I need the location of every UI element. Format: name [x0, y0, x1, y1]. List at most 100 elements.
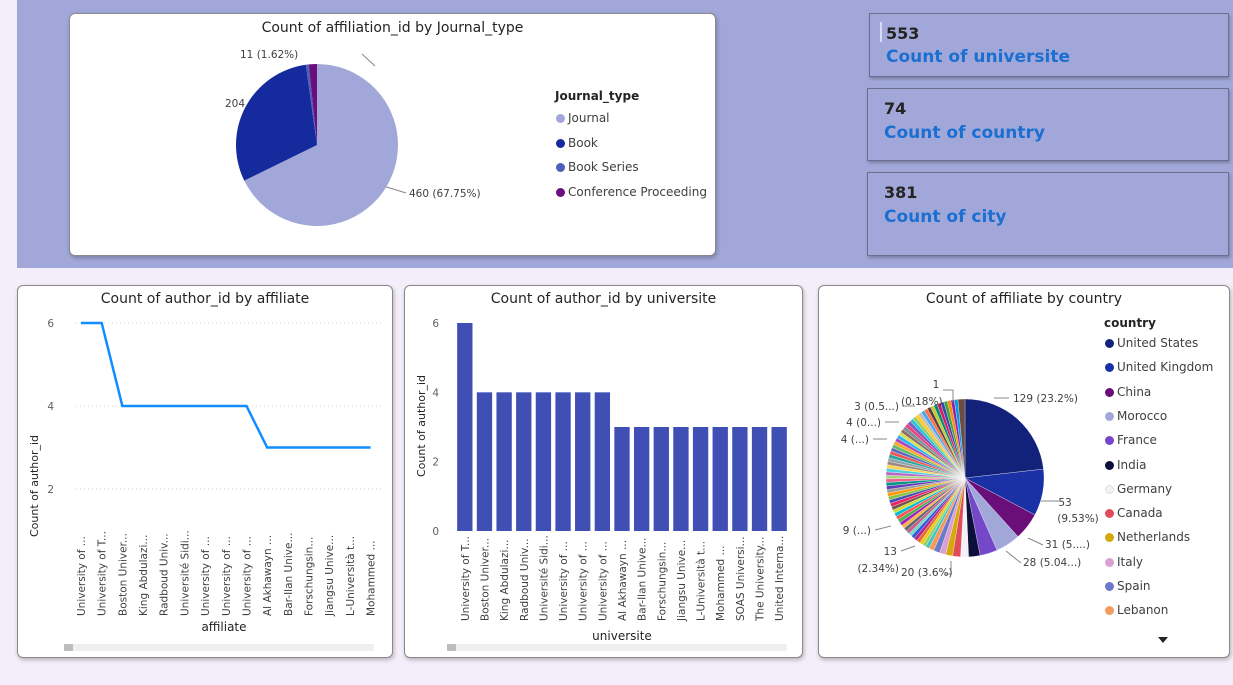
- bar[interactable]: [693, 427, 708, 531]
- line-x-tick-label: University of ...: [200, 536, 212, 616]
- kpi-universite-label: Count of universite: [886, 47, 1070, 67]
- bar[interactable]: [673, 427, 688, 531]
- line-x-axis-label: affiliate: [201, 620, 246, 634]
- bar[interactable]: [536, 392, 551, 531]
- kpi-universite-value: 553: [886, 24, 919, 43]
- pie2-data-label: 31 (5....): [1045, 539, 1090, 551]
- bar[interactable]: [477, 392, 492, 531]
- pie2-data-label: 9 (...): [843, 525, 871, 537]
- bar[interactable]: [772, 427, 787, 531]
- bar[interactable]: [614, 427, 629, 531]
- line-series[interactable]: [81, 323, 371, 448]
- line-y-axis-label: Count of author_id: [28, 435, 41, 537]
- bar-x-tick-label: L-Università t...: [696, 541, 708, 621]
- legend-dot-icon: [1105, 485, 1114, 494]
- line-x-tick-label: University of ...: [241, 536, 253, 616]
- country-legend-item[interactable]: Spain: [1105, 579, 1151, 593]
- legend-dot-icon: [1105, 461, 1114, 470]
- line-x-tick-label: L-Università t...: [345, 536, 357, 616]
- country-legend-item[interactable]: Morocco: [1105, 409, 1167, 423]
- bar[interactable]: [555, 392, 570, 531]
- line-chart-scroll-thumb[interactable]: [64, 644, 73, 651]
- line-x-tick-label: Jiangsu Unive...: [324, 535, 336, 617]
- bar-x-tick-label: Radboud Univ...: [519, 538, 531, 621]
- legend-label: Book: [568, 136, 598, 150]
- bar[interactable]: [595, 392, 610, 531]
- legend-label: Italy: [1117, 555, 1143, 569]
- line-chart-scrollbar[interactable]: [64, 644, 374, 651]
- kpi-city-card[interactable]: 381 Count of city: [867, 172, 1229, 256]
- bar[interactable]: [752, 427, 767, 531]
- line-x-tick-label: University of ...: [76, 536, 88, 616]
- pie2-leader-line: [875, 526, 891, 530]
- bar-chart-svg: Count of author_id universite 0246Univer…: [405, 286, 802, 657]
- legend-dot-icon: [556, 163, 565, 172]
- bar[interactable]: [575, 392, 590, 531]
- legend-dot-icon: [556, 114, 565, 123]
- bar-y-axis-label: Count of author_id: [415, 375, 428, 477]
- country-legend-item[interactable]: Lebanon: [1105, 603, 1168, 617]
- bar-y-tick-label: 2: [432, 457, 439, 469]
- pie2-slice[interactable]: [965, 399, 1043, 478]
- journal-legend-title: Journal_type: [555, 89, 639, 103]
- bar[interactable]: [516, 392, 531, 531]
- pie2-data-label: 13: [884, 546, 897, 558]
- line-chart-svg: Count of author_id affiliate 246Universi…: [18, 286, 392, 657]
- pie1-label-conference: 11 (1.62%): [240, 49, 298, 61]
- legend-label: United States: [1117, 336, 1198, 350]
- kpi-universite-card[interactable]: 553 Count of universite: [869, 13, 1229, 77]
- bar[interactable]: [654, 427, 669, 531]
- legend-dot-icon: [1105, 533, 1114, 542]
- pie2-data-label: 28 (5.04...): [1023, 557, 1081, 569]
- legend-dot-icon: [1105, 363, 1114, 372]
- journal-type-pie-card[interactable]: Count of affiliation_id by Journal_type …: [69, 13, 716, 256]
- kpi-city-value: 381: [884, 183, 917, 202]
- line-y-tick-label: 2: [47, 484, 54, 496]
- line-x-tick-label: University of ...: [221, 536, 233, 616]
- bar[interactable]: [732, 427, 747, 531]
- legend-scroll-down-icon[interactable]: [1158, 637, 1168, 643]
- affiliate-line-card[interactable]: Count of author_id by affiliate Count of…: [17, 285, 393, 658]
- kpi-country-card[interactable]: 74 Count of country: [867, 88, 1229, 161]
- universite-bar-card[interactable]: Count of author_id by universite Count o…: [404, 285, 803, 658]
- journal-legend-item[interactable]: Conference Proceeding: [556, 185, 707, 199]
- country-legend-item[interactable]: Italy: [1105, 555, 1143, 569]
- line-x-tick-label: Boston Univer...: [117, 533, 129, 616]
- journal-pie-svg: 204 (30.04%) 11 (1.62%) 460 (67.75%): [70, 14, 715, 255]
- line-x-tick-label: Bar-Ilan Unive...: [283, 533, 295, 616]
- legend-label: Canada: [1117, 506, 1163, 520]
- legend-label: Netherlands: [1117, 530, 1190, 544]
- line-x-tick-label: Université Sidi...: [179, 530, 191, 616]
- legend-dot-icon: [1105, 582, 1114, 591]
- legend-label: China: [1117, 385, 1151, 399]
- legend-dot-icon: [556, 139, 565, 148]
- pie2-data-label: 129 (23.2%): [1013, 393, 1078, 405]
- country-legend-item[interactable]: Germany: [1105, 482, 1172, 496]
- journal-legend-item[interactable]: Book: [556, 136, 598, 150]
- country-legend-item[interactable]: United States: [1105, 336, 1198, 350]
- country-legend-item[interactable]: Canada: [1105, 506, 1163, 520]
- legend-label: United Kingdom: [1117, 360, 1213, 374]
- country-legend-item[interactable]: China: [1105, 385, 1151, 399]
- bar[interactable]: [634, 427, 649, 531]
- journal-legend-item[interactable]: Journal: [556, 111, 610, 125]
- country-pie-card[interactable]: Count of affiliate by country 129 (23.2%…: [818, 285, 1230, 658]
- country-legend-item[interactable]: United Kingdom: [1105, 360, 1213, 374]
- country-legend-item[interactable]: India: [1105, 458, 1146, 472]
- bar-chart-scrollbar[interactable]: [447, 644, 787, 651]
- legend-label: Spain: [1117, 579, 1151, 593]
- bar[interactable]: [713, 427, 728, 531]
- bar-x-tick-label: King Abdulazi...: [499, 540, 511, 621]
- bar-y-tick-label: 0: [432, 526, 439, 538]
- legend-label: India: [1117, 458, 1146, 472]
- journal-legend-item[interactable]: Book Series: [556, 160, 639, 174]
- bar-chart-scroll-thumb[interactable]: [447, 644, 456, 651]
- pie2-data-label: 4 (0...): [846, 417, 881, 429]
- pie2-leader-line: [1028, 538, 1043, 545]
- country-legend-item[interactable]: Netherlands: [1105, 530, 1190, 544]
- bar[interactable]: [496, 392, 511, 531]
- bar[interactable]: [457, 323, 472, 531]
- country-legend-item[interactable]: France: [1105, 433, 1157, 447]
- legend-dot-icon: [1105, 339, 1114, 348]
- kpi-accent-bar: [880, 22, 882, 42]
